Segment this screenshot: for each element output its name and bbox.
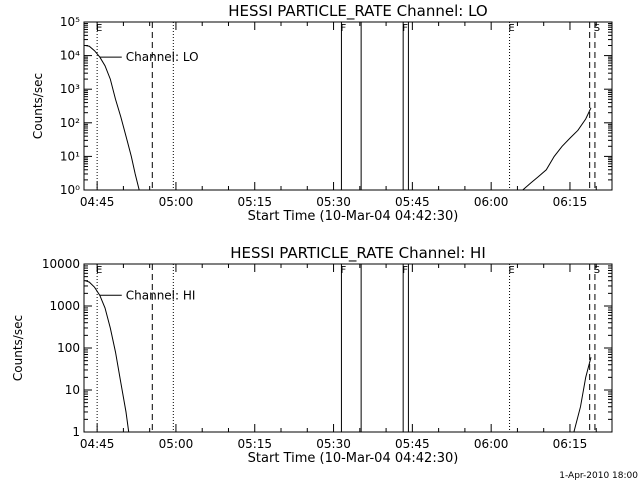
series-line xyxy=(573,357,592,433)
series-label: Channel: HI xyxy=(126,288,196,302)
series-label: Channel: LO xyxy=(126,50,199,64)
y-tick-label: 1 xyxy=(72,425,80,439)
chart-panel-0: HESSI PARTICLE_RATE Channel: LO 04:45 05:0… xyxy=(31,2,613,224)
event-marker-label: E xyxy=(508,23,514,34)
y-axis-label: Counts/sec xyxy=(31,73,45,139)
x-tick-label: 05:45 xyxy=(395,437,430,451)
x-tick-label: 05:45 xyxy=(395,195,430,209)
chart-title: HESSI PARTICLE_RATE Channel: LO xyxy=(228,2,487,21)
x-tick-label: 05:00 xyxy=(159,195,194,209)
footer-note: 1-Apr-2010 18:00 xyxy=(559,471,638,481)
y-tick-label: 10⁴ xyxy=(60,49,80,63)
y-tick-label: 10000 xyxy=(42,257,80,271)
event-marker-label: F xyxy=(341,265,347,276)
x-tick-label: 06:00 xyxy=(474,437,509,451)
event-marker-label: E xyxy=(96,265,102,276)
x-tick-label: 04:45 xyxy=(80,195,115,209)
x-tick-label: 06:00 xyxy=(474,195,509,209)
x-axis-label: Start Time (10-Mar-04 04:42:30) xyxy=(248,209,459,224)
plot-frame xyxy=(83,21,613,191)
y-tick-label: 10⁰ xyxy=(60,183,80,197)
y-tick-label: 1000 xyxy=(49,299,80,313)
x-tick-label: 05:30 xyxy=(316,437,351,451)
x-tick-label: 04:45 xyxy=(80,437,115,451)
series-line xyxy=(85,280,130,433)
y-tick-label: 10¹ xyxy=(60,149,80,163)
event-marker-label: S xyxy=(594,23,600,34)
x-tick-label: 05:30 xyxy=(316,195,351,209)
x-axis-label: Start Time (10-Mar-04 04:42:30) xyxy=(248,451,459,466)
y-tick-label: 100 xyxy=(57,341,80,355)
y-tick-label: 10⁵ xyxy=(60,15,80,29)
event-marker-label: E xyxy=(96,23,102,34)
footer-note-container: 1-Apr-2010 18:00 xyxy=(540,463,638,482)
event-marker-label: S xyxy=(594,265,600,276)
chart-title: HESSI PARTICLE_RATE Channel: HI xyxy=(230,244,486,263)
x-tick-label: 06:15 xyxy=(553,437,588,451)
y-tick-label: 10² xyxy=(60,116,80,130)
x-tick-label: 05:15 xyxy=(237,437,272,451)
x-tick-label: 05:15 xyxy=(237,195,272,209)
series-line xyxy=(522,107,592,191)
event-marker-label: F xyxy=(402,23,408,34)
y-axis-label: Counts/sec xyxy=(11,315,25,381)
y-tick-label: 10³ xyxy=(60,82,80,96)
x-tick-label: 06:15 xyxy=(553,195,588,209)
chart-panel-1: HESSI PARTICLE_RATE Channel: HI 04:45 05:0… xyxy=(11,244,613,466)
x-tick-label: 05:00 xyxy=(159,437,194,451)
series-line xyxy=(85,45,140,191)
event-marker-label: F xyxy=(402,265,408,276)
event-marker-label: F xyxy=(341,23,347,34)
y-tick-label: 10 xyxy=(65,383,80,397)
event-marker-label: E xyxy=(508,265,514,276)
